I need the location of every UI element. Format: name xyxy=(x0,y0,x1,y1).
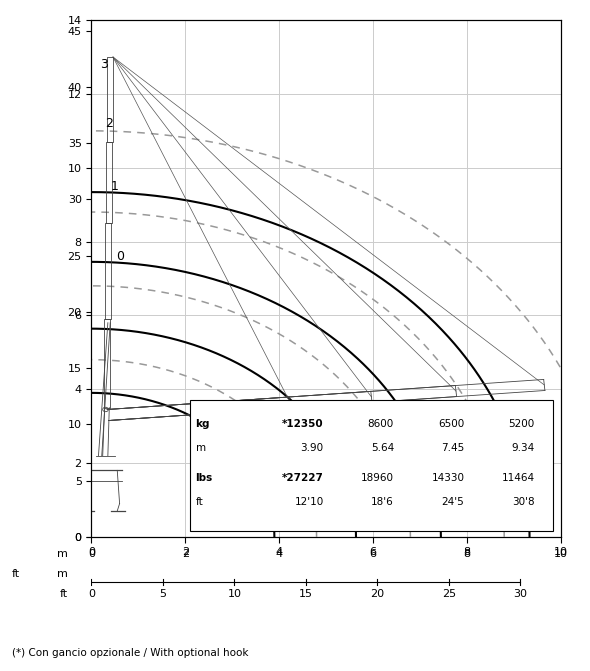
Text: 10: 10 xyxy=(227,589,241,599)
Text: 15: 15 xyxy=(299,589,313,599)
Text: 3.90: 3.90 xyxy=(300,444,324,453)
Text: 2: 2 xyxy=(106,117,113,130)
Text: 3: 3 xyxy=(100,58,107,71)
Text: 7.45: 7.45 xyxy=(441,444,464,453)
Text: 5: 5 xyxy=(159,589,166,599)
Text: *27227: *27227 xyxy=(282,473,324,482)
Text: 0: 0 xyxy=(117,250,124,263)
Text: kg: kg xyxy=(195,419,210,429)
Text: 18960: 18960 xyxy=(361,473,394,482)
Text: 4: 4 xyxy=(276,549,283,558)
Text: 0: 0 xyxy=(88,549,95,558)
Text: 0: 0 xyxy=(88,589,95,599)
Text: 18'6: 18'6 xyxy=(371,497,394,507)
Text: 6: 6 xyxy=(369,549,376,558)
Text: 2: 2 xyxy=(182,549,189,558)
Text: 24'5: 24'5 xyxy=(441,497,464,507)
Text: 1: 1 xyxy=(111,180,119,193)
Text: (*) Con gancio opzionale / With optional hook: (*) Con gancio opzionale / With optional… xyxy=(12,648,248,658)
Text: 6500: 6500 xyxy=(438,419,464,429)
Text: ft: ft xyxy=(12,569,20,578)
Text: 10: 10 xyxy=(553,549,568,558)
Text: 5.64: 5.64 xyxy=(371,444,394,453)
Text: ft: ft xyxy=(195,497,204,507)
Text: 8600: 8600 xyxy=(368,419,394,429)
Text: *12350: *12350 xyxy=(282,419,324,429)
Text: 9.34: 9.34 xyxy=(512,444,535,453)
Text: 12'10: 12'10 xyxy=(294,497,324,507)
Text: 30: 30 xyxy=(513,589,527,599)
Text: ft: ft xyxy=(60,589,68,599)
Text: 20: 20 xyxy=(371,589,385,599)
Text: m: m xyxy=(57,549,68,558)
Text: 30'8: 30'8 xyxy=(512,497,535,507)
Text: m: m xyxy=(57,569,68,578)
Text: lbs: lbs xyxy=(195,473,213,482)
Text: 14330: 14330 xyxy=(431,473,464,482)
Text: m: m xyxy=(195,444,206,453)
Bar xyxy=(190,400,553,531)
Text: 11464: 11464 xyxy=(502,473,535,482)
Text: 8: 8 xyxy=(463,549,470,558)
Text: 5200: 5200 xyxy=(509,419,535,429)
Text: 25: 25 xyxy=(442,589,456,599)
